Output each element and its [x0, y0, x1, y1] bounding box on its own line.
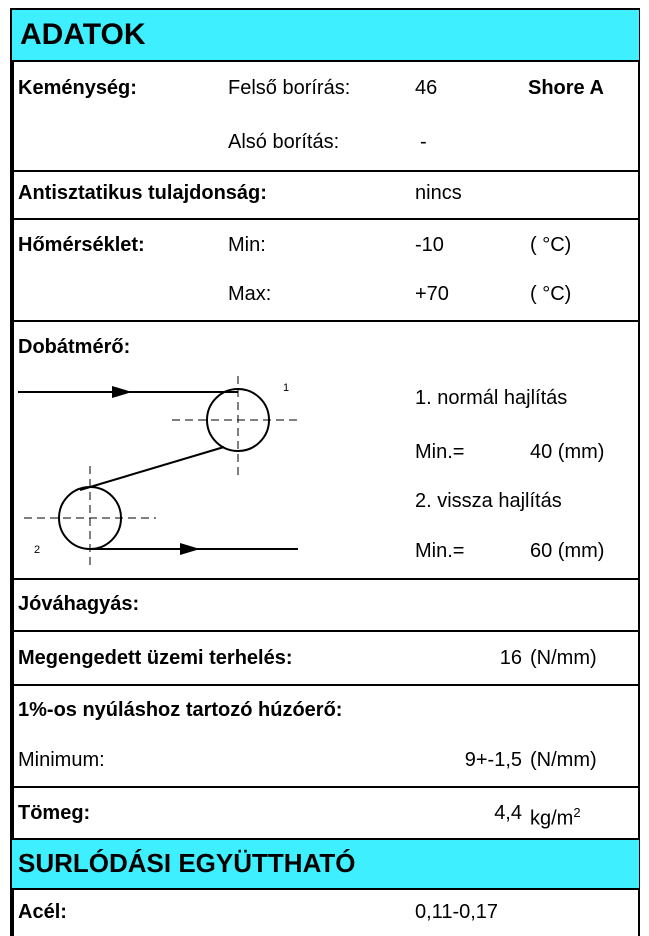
value: 16 — [499, 647, 522, 669]
value: 4,4 — [494, 802, 522, 824]
label: Max: — [228, 283, 272, 305]
left-border — [10, 8, 14, 936]
diagram-label: 2 — [34, 544, 40, 556]
diagram-label: 1 — [283, 382, 289, 394]
label: Megengedett üzemi terhelés: — [18, 647, 293, 669]
section-band: SURLÓDÁSI EGYÜTTHATÓ — [12, 840, 639, 888]
label: 1. normál hajlítás — [415, 387, 568, 409]
unit: Shore A — [528, 77, 604, 99]
divider — [12, 320, 639, 322]
unit-exponent: 2 — [573, 805, 581, 820]
unit: kg/m — [530, 807, 574, 830]
value: 0,11-0,17 — [415, 901, 499, 923]
value: 40 (mm) — [530, 441, 605, 463]
value: 9+-1,5 — [464, 749, 522, 771]
label: Alsó borítás: — [228, 131, 340, 153]
section-title: SURLÓDÁSI EGYÜTTHATÓ — [18, 848, 356, 878]
label: Tömeg: — [18, 802, 91, 824]
label: 1%-os nyúláshoz tartozó húzóerő: — [18, 699, 343, 721]
divider — [12, 888, 639, 890]
label: Min.= — [415, 441, 465, 463]
unit: (N/mm) — [530, 647, 597, 669]
value: +70 — [415, 283, 449, 305]
value: - — [420, 131, 427, 153]
label: Acél: — [18, 901, 67, 923]
top-border — [12, 8, 639, 10]
label: Min: — [228, 234, 266, 256]
label: 2. vissza hajlítás — [415, 490, 562, 512]
label: Antisztatikus tulajdonság: — [18, 182, 267, 204]
value: -10 — [415, 234, 444, 256]
label: Min.= — [415, 540, 465, 562]
value: 46 — [415, 77, 438, 99]
label: Keménység: — [18, 77, 137, 99]
divider — [12, 60, 639, 62]
unit: ( °C) — [530, 234, 572, 256]
bend-diagram: 1 2 — [18, 376, 300, 568]
label: Minimum: — [18, 749, 105, 771]
right-border — [638, 8, 640, 936]
label: Dobátmérő: — [18, 336, 131, 358]
divider — [12, 684, 639, 686]
label: Jóváhagyás: — [18, 593, 140, 615]
header-title: ADATOK — [20, 18, 146, 51]
header-band: ADATOK — [12, 10, 639, 60]
value: 60 (mm) — [530, 540, 605, 562]
value: nincs — [415, 182, 462, 204]
divider — [12, 630, 639, 632]
divider — [12, 786, 639, 788]
unit: ( °C) — [530, 283, 572, 305]
label: Hőmérséklet: — [18, 234, 145, 256]
divider — [12, 218, 639, 220]
label: Felső borírás: — [228, 77, 351, 99]
divider — [12, 170, 639, 172]
divider — [12, 578, 639, 580]
divider — [12, 838, 639, 840]
unit: (N/mm) — [530, 749, 597, 771]
unit: kg/m2 — [530, 801, 581, 831]
